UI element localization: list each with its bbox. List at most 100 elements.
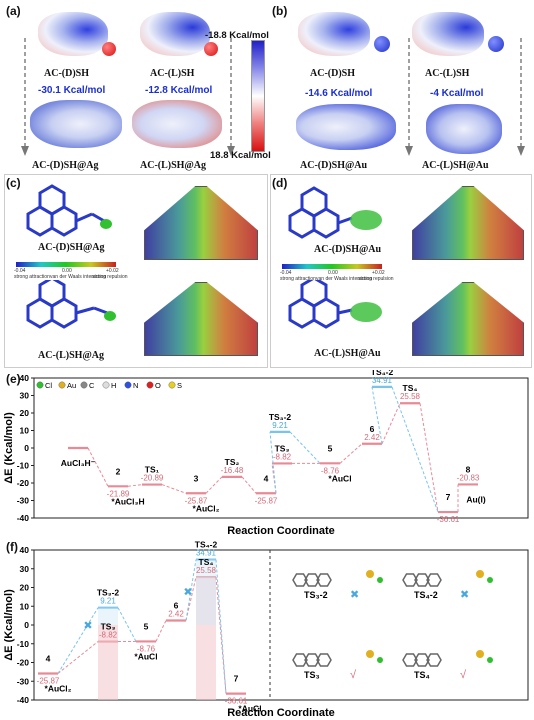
state-label: AuCl₃H⁻ xyxy=(61,458,96,468)
legend-strong-repulsion: strong repulsion xyxy=(92,274,128,280)
state-label: TS₄ xyxy=(403,383,418,393)
igm-molecule-d-bottom xyxy=(288,280,382,329)
esp-surface-ac-l-sh xyxy=(412,12,484,56)
label-ac-l-sh-ag: AC-(L)SH@Ag xyxy=(140,160,206,171)
state-label: 7 xyxy=(446,492,451,502)
energy-value-label: 2.42 xyxy=(168,609,184,618)
au-atom xyxy=(366,650,374,658)
y-tick-label: -20 xyxy=(17,478,30,488)
path-connector xyxy=(419,403,439,513)
state-label: 4 xyxy=(46,654,51,664)
energy-value-label: -25.87 xyxy=(37,677,60,686)
energy-value-label: -8.82 xyxy=(273,452,292,461)
esp-color-scale xyxy=(251,40,265,152)
energy-value-label: 2.42 xyxy=(364,433,380,442)
legend-strong-attraction: strong attraction xyxy=(280,276,316,282)
panel-label-d: (d) xyxy=(272,176,288,190)
element-legend-label: N xyxy=(133,381,138,390)
state-label: 5 xyxy=(144,621,149,631)
esp-surface-ac-l-sh-au xyxy=(426,104,502,154)
esp-surface-ac-d-sh xyxy=(298,12,370,56)
binding-energy-d-ag: -30.1 Kcal/mol xyxy=(38,85,106,96)
state-label: TS₁ xyxy=(145,465,160,475)
y-tick-label: 10 xyxy=(20,601,30,611)
energy-value-label: -36.61 xyxy=(225,697,248,706)
ts-structure xyxy=(402,653,442,667)
igm-molecule-c-top xyxy=(26,184,112,237)
energy-value-label: -21.89 xyxy=(107,489,130,498)
label-ac-l-sh: AC-(L)SH xyxy=(150,68,195,79)
energy-value-label: -36.61 xyxy=(437,515,460,524)
state-label: *AuCl xyxy=(328,473,351,483)
energy-value-label: -25.87 xyxy=(255,496,278,505)
energy-value-label: 25.58 xyxy=(196,566,217,575)
path-connector xyxy=(87,447,109,487)
state-label: TS₃ xyxy=(101,622,116,632)
y-tick-label: -40 xyxy=(17,695,30,705)
state-label: TS₃-2 xyxy=(269,412,292,422)
state-label: TS₂ xyxy=(225,457,240,467)
energy-value-label: 9.21 xyxy=(272,421,288,430)
path-connector-alt xyxy=(289,431,321,464)
path-connector xyxy=(381,403,401,444)
y-tick-label: 30 xyxy=(20,564,30,574)
path-connector xyxy=(127,484,143,487)
structure-mark: ✖ xyxy=(350,589,359,601)
cl-atom xyxy=(487,577,493,583)
structure-label: TS₃-2 xyxy=(304,590,328,600)
path-connector-alt xyxy=(185,559,197,621)
state-label: *AuCl xyxy=(134,651,157,661)
energy-profile-chart-f: 40 30 20 10 0 -10 -20 -30 -40 ΔE (Kcal/mol) Reacti… xyxy=(3,540,529,719)
au-ion-sphere xyxy=(374,36,390,52)
panel-label-f: (f) xyxy=(6,540,18,554)
binding-energy-l-ag: -12.8 Kcal/mol xyxy=(145,85,213,96)
state-label: TS₄-2 xyxy=(371,370,394,377)
au-atom xyxy=(476,650,484,658)
y-tick-label: -30 xyxy=(17,676,30,686)
ag-ion-sphere xyxy=(102,42,116,56)
label-c-bottom: AC-(L)SH@Ag xyxy=(38,350,104,361)
state-label: 6 xyxy=(174,600,179,610)
energy-value-label: 25.58 xyxy=(400,392,421,401)
path-connector xyxy=(339,443,363,464)
ring xyxy=(426,573,442,587)
energy-profile-chart-e: 40 30 20 10 0 -10 -20 -30 -40 ΔE (Kcal/mol) Reacti… xyxy=(3,370,529,537)
element-legend-dot xyxy=(168,381,176,389)
energy-value-label: 34.91 xyxy=(196,549,217,558)
label-d-top: AC-(D)SH@Au xyxy=(314,244,382,255)
element-legend-dot xyxy=(36,381,44,389)
element-legend-dot xyxy=(146,381,154,389)
element-legend-label: Cl xyxy=(45,381,52,390)
y-tick-label: 0 xyxy=(24,620,29,630)
ts-highlight-band xyxy=(98,607,118,625)
legend-strong-repulsion: strong repulsion xyxy=(358,276,394,282)
panel-label-a: (a) xyxy=(6,4,21,18)
y-tick-label: -20 xyxy=(17,658,30,668)
igm-colorbar-d xyxy=(282,264,382,269)
y-tick-label: -30 xyxy=(17,496,30,506)
ring xyxy=(402,573,418,587)
y-tick-label: 40 xyxy=(20,545,30,555)
esp-surface-ac-l-sh-ag xyxy=(132,100,222,148)
path-connector-alt xyxy=(215,559,227,694)
ring xyxy=(426,653,442,667)
path-connector xyxy=(57,641,99,674)
energy-value-label: -25.87 xyxy=(185,496,208,505)
path-connector-alt xyxy=(57,607,99,674)
arrow-d-to-au xyxy=(405,38,413,156)
legend-strong-attraction: strong attraction xyxy=(14,274,50,280)
state-label: TS₃ xyxy=(275,443,290,453)
ring xyxy=(292,573,308,587)
label-ac-d-sh-ag: AC-(D)SH@Ag xyxy=(32,160,99,171)
ring xyxy=(402,653,418,667)
y-tick-label: 20 xyxy=(20,408,30,418)
esp-surface-ac-d-sh-ag xyxy=(30,100,122,148)
binding-energy-l-au: -4 Kcal/mol xyxy=(430,88,484,99)
esp-scale-max: -18.8 Kcal/mol xyxy=(205,30,269,41)
cl-atom xyxy=(377,577,383,583)
esp-surface-ac-l-sh xyxy=(140,12,210,56)
path-connector-alt xyxy=(117,607,137,642)
element-legend-label: S xyxy=(177,381,182,390)
label-ac-l-sh-au: AC-(L)SH@Au xyxy=(422,160,489,171)
path-connector xyxy=(205,476,223,494)
